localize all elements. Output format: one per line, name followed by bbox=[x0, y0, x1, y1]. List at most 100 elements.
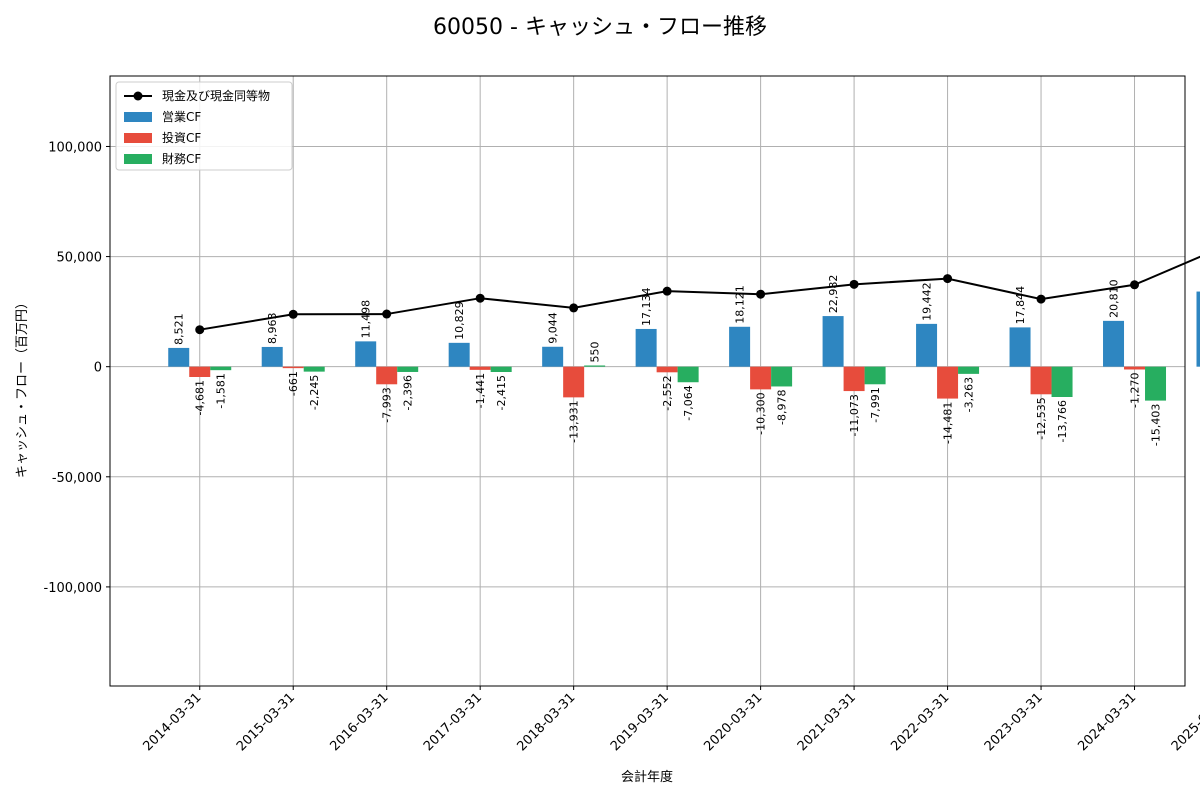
cash-point bbox=[382, 309, 392, 319]
bar bbox=[584, 365, 606, 367]
bar bbox=[843, 366, 865, 392]
bar-value-label: -11,073 bbox=[848, 394, 861, 436]
legend-label: 財務CF bbox=[162, 151, 201, 166]
bar bbox=[729, 326, 751, 367]
legend-bar-swatch bbox=[124, 112, 152, 122]
bar-value-label: -7,993 bbox=[381, 387, 394, 422]
axis-ticks: -100,000 -50,000 0 50,000 100,000 2014-03-31 2… bbox=[44, 140, 1200, 754]
x-tick-label: 2025-03-31 bbox=[1169, 690, 1200, 754]
x-tick-label: 2016-03-31 bbox=[327, 690, 391, 754]
bar bbox=[771, 366, 793, 387]
cash-point bbox=[756, 289, 766, 299]
bar bbox=[168, 347, 190, 367]
bar-value-label: -661 bbox=[287, 371, 300, 396]
bar-value-label: -12,535 bbox=[1035, 397, 1048, 439]
x-tick-label: 2020-03-31 bbox=[701, 690, 765, 754]
cash-point bbox=[195, 325, 205, 335]
bar-value-label: 8,521 bbox=[173, 313, 186, 345]
cash-point bbox=[569, 303, 579, 313]
bar-value-label: 20,810 bbox=[1108, 279, 1121, 318]
x-tick-label: 2024-03-31 bbox=[1075, 690, 1139, 754]
bar-value-label: 18,121 bbox=[734, 285, 747, 324]
x-tick-label: 2015-03-31 bbox=[234, 690, 298, 754]
bar-value-label: 17,134 bbox=[640, 287, 653, 326]
plot-frame bbox=[109, 75, 1186, 687]
legend-bar-swatch bbox=[124, 154, 152, 164]
legend-label: 現金及び現金同等物 bbox=[162, 88, 270, 103]
bar bbox=[469, 366, 491, 370]
cash-point bbox=[943, 274, 953, 284]
x-tick-label: 2023-03-31 bbox=[982, 690, 1046, 754]
bar bbox=[958, 366, 980, 374]
bar bbox=[635, 328, 657, 367]
bar-value-label: -13,931 bbox=[568, 400, 581, 442]
cash-point bbox=[662, 286, 672, 296]
bar-value-label: -1,581 bbox=[215, 373, 228, 408]
bar bbox=[1009, 327, 1031, 367]
bar-value-label: -7,064 bbox=[682, 385, 695, 420]
bar bbox=[750, 366, 772, 390]
bar-value-label: -14,481 bbox=[942, 402, 955, 444]
y-tick-label: -50,000 bbox=[52, 471, 102, 486]
bar bbox=[937, 366, 959, 399]
bar bbox=[1030, 366, 1052, 395]
bar-value-label: 10,829 bbox=[453, 301, 466, 340]
bar bbox=[542, 346, 564, 367]
legend-bar-swatch bbox=[124, 133, 152, 143]
bar bbox=[1051, 366, 1073, 398]
legend-label: 営業CF bbox=[162, 110, 201, 124]
x-tick-label: 2017-03-31 bbox=[421, 690, 485, 754]
bar-value-label: -8,978 bbox=[776, 389, 789, 424]
bar-value-label: 11,498 bbox=[360, 300, 373, 339]
y-axis-label: キャッシュ・フロー（百万円） bbox=[15, 296, 30, 478]
y-tick-label: 50,000 bbox=[57, 251, 103, 266]
bar bbox=[656, 366, 678, 373]
bar-value-label: -2,396 bbox=[402, 375, 415, 410]
bar bbox=[210, 366, 232, 371]
bar-value-label: 550 bbox=[589, 341, 602, 362]
bar bbox=[397, 366, 419, 372]
bar bbox=[563, 366, 585, 398]
bar bbox=[303, 366, 325, 372]
legend-label: 投資CF bbox=[162, 130, 201, 145]
x-tick-label: 2019-03-31 bbox=[608, 690, 672, 754]
cash-line-path bbox=[199, 255, 1200, 331]
bar-value-label: -7,991 bbox=[869, 387, 882, 422]
bar bbox=[448, 342, 470, 367]
cash-point bbox=[1130, 280, 1140, 290]
bar-value-label: -4,681 bbox=[194, 380, 207, 415]
bar bbox=[261, 346, 283, 367]
cash-point bbox=[1036, 294, 1046, 304]
bar-value-label: 19,442 bbox=[921, 282, 934, 321]
cash-point bbox=[475, 293, 485, 303]
y-tick-label: 100,000 bbox=[48, 140, 102, 155]
x-tick-label: 2022-03-31 bbox=[888, 690, 952, 754]
bar bbox=[355, 341, 377, 367]
x-axis-label: 会計年度 bbox=[621, 769, 673, 785]
bar-value-label: -13,766 bbox=[1056, 400, 1069, 442]
bar bbox=[864, 366, 886, 385]
bar-value-label: -15,403 bbox=[1150, 404, 1163, 446]
bar-value-label: -1,270 bbox=[1129, 372, 1142, 407]
bar-value-label: 8,963 bbox=[266, 312, 279, 344]
bar bbox=[189, 366, 211, 377]
bar bbox=[282, 366, 304, 369]
y-tick-label: 0 bbox=[94, 361, 102, 376]
cash-line bbox=[195, 255, 1200, 335]
bar-value-label: -2,245 bbox=[308, 375, 321, 410]
bars bbox=[168, 291, 1200, 401]
bar-value-label: -3,263 bbox=[963, 377, 976, 412]
bar bbox=[822, 316, 844, 367]
bar bbox=[376, 366, 398, 385]
y-tick-label: -100,000 bbox=[44, 581, 102, 596]
bar-value-label: 22,982 bbox=[827, 275, 840, 314]
x-tick-label: 2014-03-31 bbox=[141, 690, 205, 754]
x-tick-label: 2021-03-31 bbox=[795, 690, 859, 754]
bar-value-label: -2,552 bbox=[661, 375, 674, 410]
bar-value-label: -2,415 bbox=[495, 375, 508, 410]
data-labels: 8,521 8,963 11,498 10,829 9,044 17,134 18,121 2… bbox=[173, 275, 1163, 446]
x-tick-label: 2018-03-31 bbox=[514, 690, 578, 754]
legend-marker bbox=[133, 91, 143, 101]
